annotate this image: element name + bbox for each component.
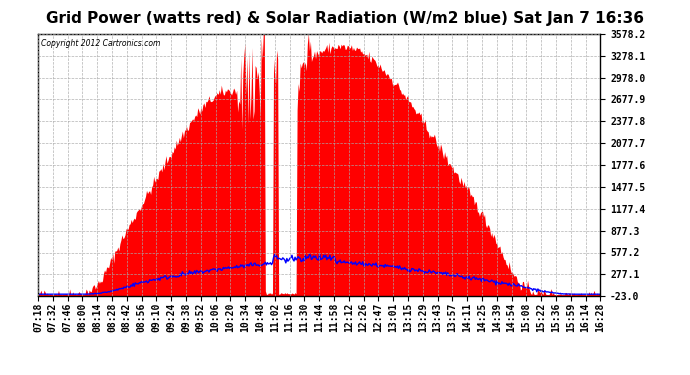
Text: Copyright 2012 Cartronics.com: Copyright 2012 Cartronics.com [41, 39, 160, 48]
Text: Grid Power (watts red) & Solar Radiation (W/m2 blue) Sat Jan 7 16:36: Grid Power (watts red) & Solar Radiation… [46, 11, 644, 26]
